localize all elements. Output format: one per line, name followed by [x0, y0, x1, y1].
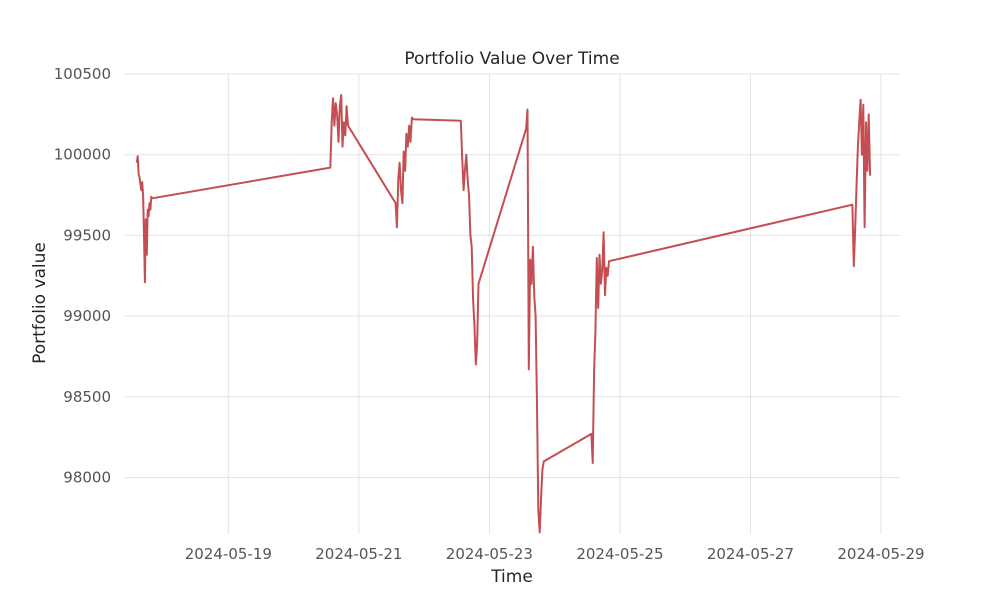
tick-labels: 98000 98500 99000 99500 100000 100500 2024-05-… [54, 65, 925, 563]
y-tick-label: 99500 [63, 226, 111, 244]
x-tick-label: 2024-05-23 [446, 545, 533, 563]
y-tick-label: 100000 [54, 146, 111, 164]
x-tick-label: 2024-05-27 [707, 545, 794, 563]
x-tick-label: 2024-05-29 [837, 545, 924, 563]
y-axis-label: Portfolio value [30, 242, 50, 364]
x-tick-label: 2024-05-25 [576, 545, 663, 563]
chart-title: Portfolio Value Over Time [404, 49, 619, 69]
x-axis-label: Time [490, 567, 533, 587]
y-tick-label: 98500 [63, 388, 111, 406]
series-line [135, 94, 872, 534]
series-layer [135, 94, 872, 534]
gridlines [125, 73, 900, 534]
x-tick-label: 2024-05-19 [185, 545, 272, 563]
y-tick-label: 100500 [54, 65, 111, 83]
y-tick-label: 98000 [63, 469, 111, 487]
x-tick-label: 2024-05-21 [315, 545, 402, 563]
y-tick-label: 99000 [63, 307, 111, 325]
